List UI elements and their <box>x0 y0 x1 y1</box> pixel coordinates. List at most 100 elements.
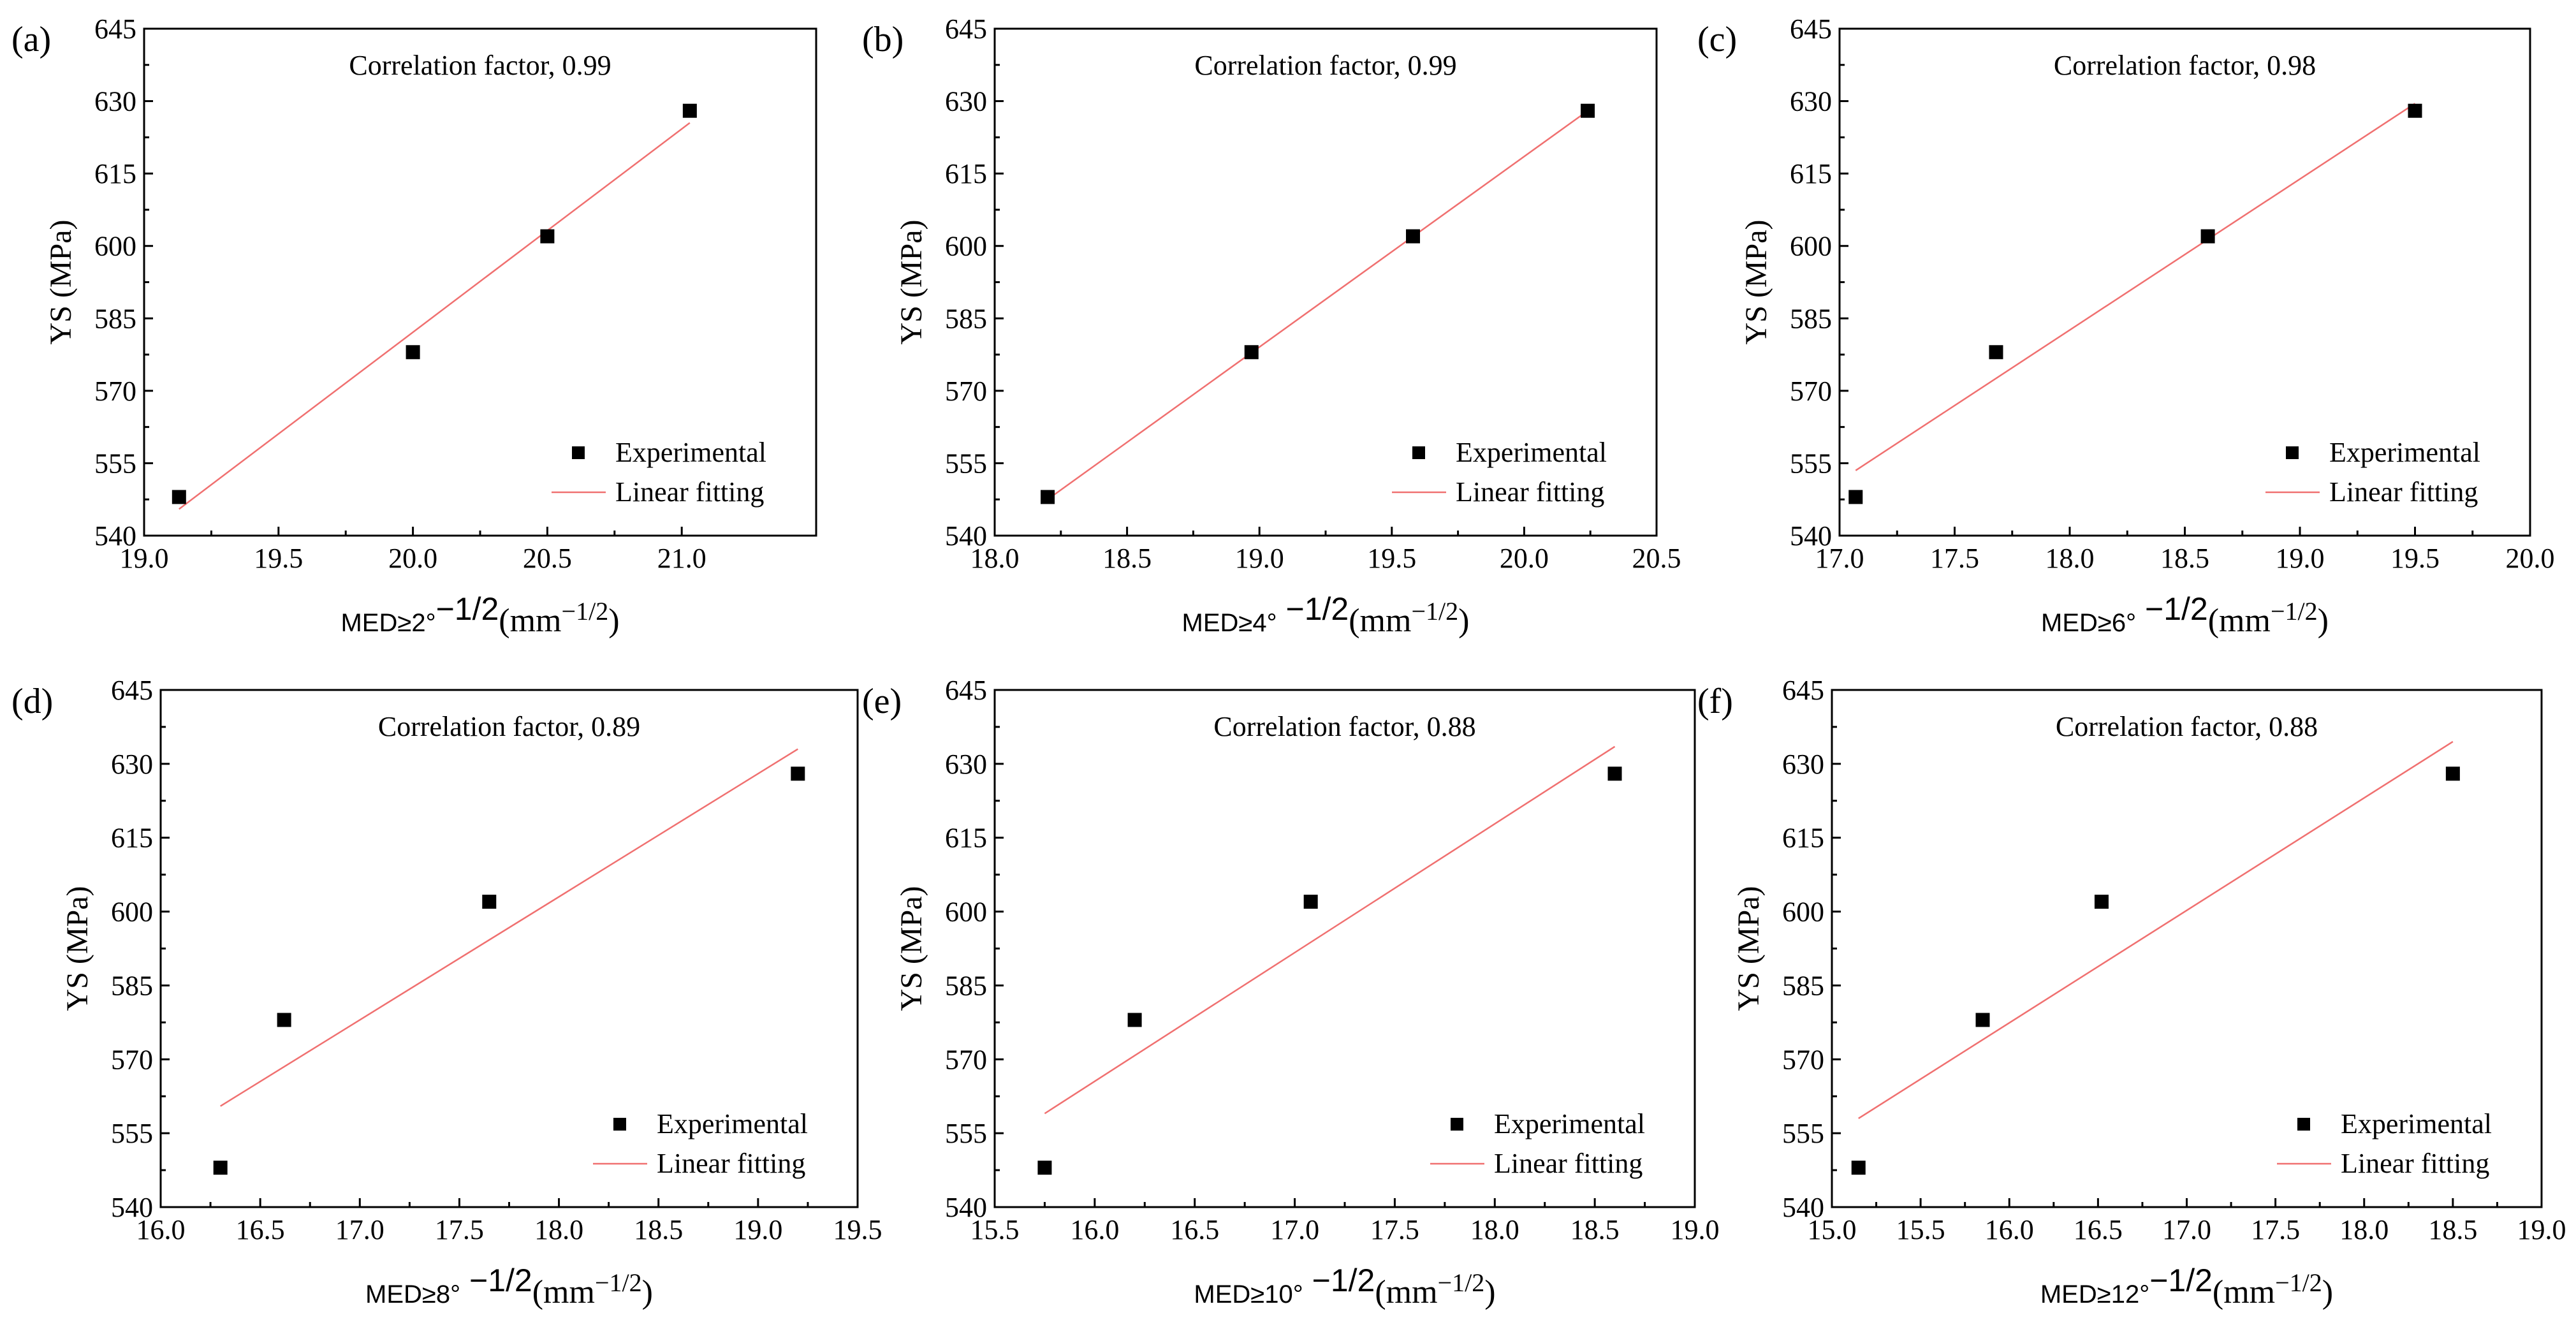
legend-marker-points <box>1451 1118 1463 1131</box>
data-point <box>1975 1013 1990 1027</box>
x-axis-title: MED≥8° −1/2(mm−1/2) <box>365 1263 653 1310</box>
data-point <box>2408 103 2422 118</box>
y-tick-label: 585 <box>1790 303 1832 334</box>
data-point <box>682 103 697 118</box>
x-tick-label: 18.0 <box>2339 1214 2389 1245</box>
y-tick-label: 570 <box>94 376 136 407</box>
data-point <box>1406 229 1421 244</box>
data-point <box>482 895 497 909</box>
data-point <box>1127 1013 1142 1027</box>
y-axis-title: YS (MPa) <box>895 886 928 1011</box>
x-axis-title-part: −1/2 <box>1411 597 1458 626</box>
x-axis-title-part: ) <box>2318 603 2329 639</box>
x-tick-label: 20.5 <box>523 543 572 574</box>
fit-line <box>179 122 691 510</box>
data-point <box>1041 490 1055 504</box>
data-point <box>1037 1161 1052 1175</box>
y-tick-label: 555 <box>945 448 987 479</box>
y-axis-title: YS (MPa) <box>1732 886 1766 1011</box>
x-tick-label: 17.5 <box>435 1214 484 1245</box>
x-tick-label: 20.0 <box>2506 543 2555 574</box>
x-axis-title: MED≥2°−1/2(mm−1/2) <box>340 591 619 639</box>
y-tick-label: 615 <box>94 158 136 189</box>
x-tick-label: 17.0 <box>1815 543 1864 574</box>
chart-panel-3: (c) 540 555 570 585 600 615 630 645 17.0 17.5 18.0 1… <box>1697 13 2555 639</box>
x-tick-label: 15.5 <box>1896 1214 1945 1245</box>
x-tick-label: 20.0 <box>1500 543 1549 574</box>
y-tick-label: 555 <box>1790 448 1832 479</box>
data-point <box>1851 1161 1866 1175</box>
x-tick-label: 18.0 <box>970 543 1020 574</box>
correlation-annotation: Correlation factor, 0.99 <box>349 50 611 81</box>
x-axis-title: MED≥6° −1/2(mm−1/2) <box>2041 591 2329 639</box>
panel-label: (f) <box>1697 682 1733 721</box>
legend-label-experimental: Experimental <box>2329 437 2480 468</box>
legend-label-experimental: Experimental <box>615 437 766 468</box>
x-axis-title-part: MED≥2° <box>340 609 435 637</box>
x-tick-label: 19.5 <box>254 543 303 574</box>
correlation-annotation: Correlation factor, 0.98 <box>2054 50 2316 81</box>
x-tick-label: 16.5 <box>2074 1214 2123 1245</box>
data-point <box>791 766 805 781</box>
x-axis-title-part: −1/2 <box>2149 1263 2213 1298</box>
x-axis-title-part: ) <box>642 1274 653 1310</box>
data-point <box>1303 895 1318 909</box>
y-tick-label: 570 <box>1790 376 1832 407</box>
y-tick-label: 645 <box>1782 675 1824 706</box>
legend-label-linear-fitting: Linear fitting <box>2329 476 2478 508</box>
x-tick-label: 17.0 <box>335 1214 384 1245</box>
y-axis-title: YS (MPa) <box>1739 219 1773 344</box>
fit-line <box>1855 103 2416 471</box>
x-tick-label: 17.5 <box>1370 1214 1419 1245</box>
x-axis-title: MED≥4° −1/2(mm−1/2) <box>1182 591 1470 639</box>
y-tick-label: 540 <box>945 1192 987 1223</box>
panel-label: (b) <box>862 20 904 59</box>
legend-label-experimental: Experimental <box>1494 1108 1645 1139</box>
fit-line <box>1047 110 1588 501</box>
y-axis-title: YS (MPa) <box>895 219 928 344</box>
x-axis-title-part: ) <box>1484 1274 1495 1310</box>
x-tick-label: 19.5 <box>833 1214 882 1245</box>
legend-label-linear-fitting: Linear fitting <box>1456 476 1604 508</box>
x-axis-title-part: (mm <box>2213 1274 2275 1310</box>
y-tick-label: 630 <box>945 749 987 780</box>
x-tick-label: 19.5 <box>2390 543 2440 574</box>
y-tick-label: 585 <box>1782 970 1824 1001</box>
y-tick-label: 630 <box>94 86 136 117</box>
x-axis-title-part: −1/2 <box>1438 1268 1485 1297</box>
data-point <box>540 229 555 244</box>
x-axis-title-part: (mm <box>1349 603 1411 639</box>
x-axis-title-part: MED≥10° <box>1194 1280 1303 1308</box>
y-tick-label: 615 <box>1782 823 1824 854</box>
data-point <box>1607 766 1622 781</box>
x-tick-label: 16.0 <box>1985 1214 2034 1245</box>
y-tick-label: 600 <box>945 231 987 262</box>
x-tick-label: 15.5 <box>970 1214 1020 1245</box>
x-axis-title-part: ) <box>608 603 619 639</box>
chart-panel-5: (e) 540 555 570 585 600 615 630 645 15.5 16.0 16.5 1… <box>862 675 1720 1310</box>
x-tick-label: 16.0 <box>136 1214 186 1245</box>
x-tick-label: 19.0 <box>2276 543 2325 574</box>
y-tick-label: 615 <box>945 823 987 854</box>
y-tick-label: 585 <box>94 303 136 334</box>
legend-label-experimental: Experimental <box>1456 437 1607 468</box>
y-tick-label: 555 <box>111 1118 153 1149</box>
y-tick-label: 630 <box>945 86 987 117</box>
y-tick-label: 570 <box>945 1044 987 1075</box>
y-tick-label: 645 <box>945 675 987 706</box>
x-tick-label: 17.0 <box>2162 1214 2211 1245</box>
x-tick-label: 18.5 <box>2428 1214 2477 1245</box>
data-point <box>1244 345 1259 360</box>
y-tick-label: 600 <box>945 897 987 928</box>
data-point <box>2200 229 2215 244</box>
fit-line <box>220 748 798 1107</box>
x-axis-title-part: −1/2 <box>460 1263 532 1298</box>
y-tick-label: 555 <box>945 1118 987 1149</box>
x-tick-label: 17.5 <box>1930 543 1979 574</box>
correlation-annotation: Correlation factor, 0.88 <box>1213 711 1475 742</box>
x-tick-label: 18.5 <box>634 1214 683 1245</box>
legend-marker-points <box>2297 1118 2310 1131</box>
x-axis-title-part: (mm <box>1375 1274 1437 1310</box>
x-axis-title-part: (mm <box>532 1274 595 1310</box>
